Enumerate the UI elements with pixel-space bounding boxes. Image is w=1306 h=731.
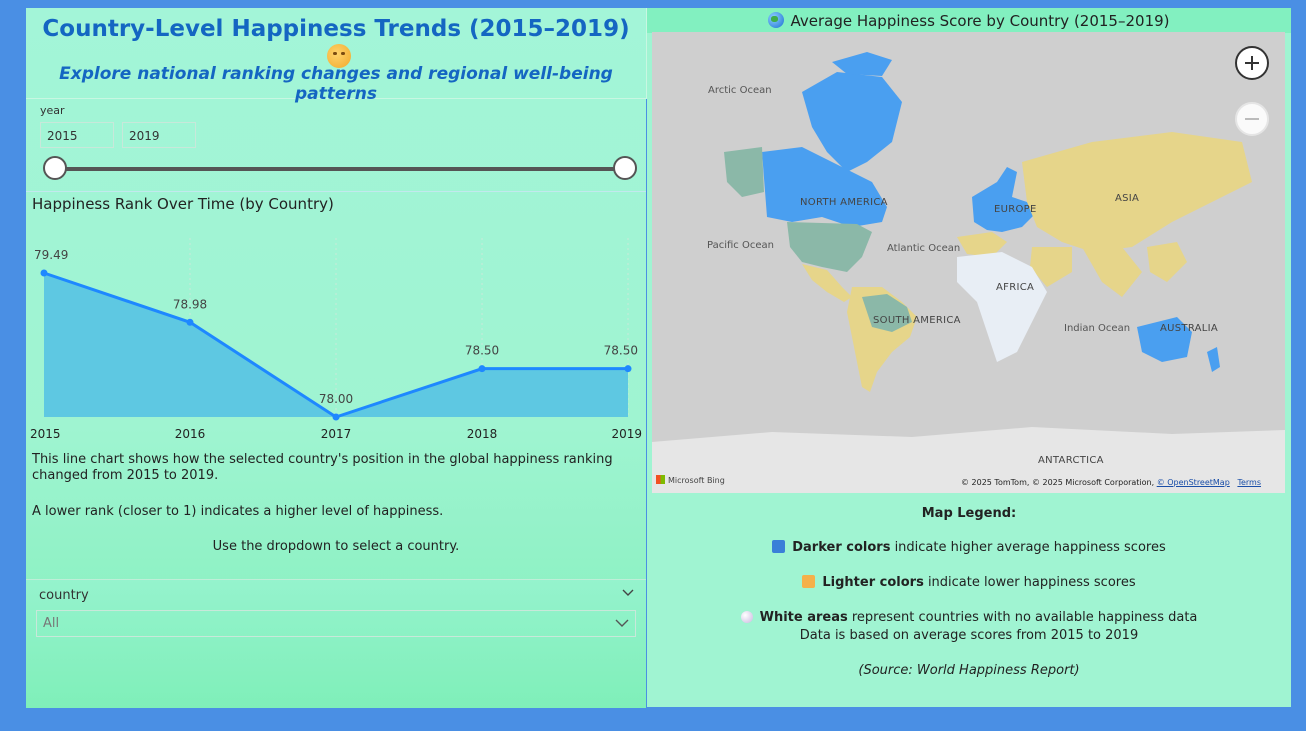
map-label-europe: EUROPE — [994, 204, 1037, 215]
dark-color-swatch — [772, 540, 786, 553]
left-panel: Country-Level Happiness Trends (2015–201… — [26, 8, 647, 708]
data-point[interactable] — [332, 413, 340, 421]
microsoft-bing-logo: Microsoft Bing — [656, 475, 725, 485]
country-dropdown[interactable]: All — [36, 610, 636, 637]
map-label-pacific: Pacific Ocean — [707, 240, 774, 251]
legend-white: White areas represent countries with no … — [647, 610, 1291, 625]
chart-description-1: This line chart shows how the selected c… — [32, 452, 613, 483]
map-label-atlantic: Atlantic Ocean — [887, 243, 961, 254]
year-end-input[interactable]: 2019 — [122, 122, 196, 148]
map-label-asia: ASIA — [1115, 193, 1140, 204]
canada-region — [762, 147, 887, 227]
antarctica-region — [652, 427, 1285, 493]
country-slicer-label: country — [39, 588, 89, 603]
data-label: 78.00 — [319, 392, 353, 406]
map-title-text: Average Happiness Score by Country (2015… — [790, 12, 1170, 30]
legend-white-text: represent countries with no available ha… — [847, 610, 1198, 625]
map-label-antarctica: ANTARCTICA — [1038, 455, 1104, 466]
data-label: 78.98 — [173, 297, 207, 311]
line-chart-title: Happiness Rank Over Time (by Country) — [32, 195, 334, 213]
chart-description-3: Use the dropdown to select a country. — [212, 539, 460, 554]
africa-region — [957, 252, 1047, 362]
legend-white-bold: White areas — [759, 610, 848, 625]
zoom-out-button[interactable] — [1235, 102, 1269, 136]
logo-text: Microsoft Bing — [668, 476, 725, 485]
terms-link[interactable]: Terms — [1237, 478, 1261, 487]
attribution-text: © 2025 TomTom, © 2025 Microsoft Corporat… — [960, 478, 1155, 487]
legend-light-text: indicate lower happiness scores — [923, 575, 1136, 590]
data-point[interactable] — [478, 365, 486, 373]
map-label-south-america: SOUTH AMERICA — [873, 315, 961, 326]
data-label: 78.50 — [465, 344, 499, 358]
x-tick-label: 2016 — [175, 427, 206, 441]
globe-icon — [768, 12, 785, 28]
filled-map[interactable]: Arctic Ocean Pacific Ocean Atlantic Ocea… — [652, 32, 1285, 493]
minus-icon — [1245, 118, 1259, 120]
openstreetmap-link[interactable]: © OpenStreetMap — [1156, 478, 1230, 487]
light-color-swatch — [802, 575, 816, 588]
x-tick-label: 2019 — [611, 427, 642, 441]
page-title-text: Country-Level Happiness Trends (2015–201… — [42, 16, 630, 42]
right-panel: Average Happiness Score by Country (2015… — [647, 8, 1291, 707]
map-attribution: © 2025 TomTom, © 2025 Microsoft Corporat… — [961, 478, 1261, 487]
year-slider-end-handle[interactable] — [613, 156, 637, 180]
area-fill — [44, 273, 628, 417]
data-point[interactable] — [624, 365, 632, 373]
year-slider-start-handle[interactable] — [43, 156, 67, 180]
legend-dark-text: indicate higher average happiness scores — [890, 540, 1166, 555]
white-dot-icon — [740, 611, 753, 623]
legend-light-bold: Lighter colors — [822, 575, 924, 590]
chevron-down-icon[interactable] — [622, 586, 634, 598]
page-subtitle: Explore national ranking changes and reg… — [59, 64, 613, 104]
smiling-face-icon — [327, 43, 351, 68]
usa-region — [787, 222, 872, 272]
europe-region — [972, 167, 1037, 232]
zoom-in-button[interactable] — [1235, 46, 1269, 80]
legend-source: (Source: World Happiness Report) — [858, 663, 1080, 678]
legend-title: Map Legend: — [921, 506, 1017, 521]
legend-dark: Darker colors indicate higher average ha… — [647, 540, 1291, 555]
x-tick-label: 2015 — [30, 427, 61, 441]
map-label-africa: AFRICA — [996, 282, 1035, 293]
legend-basis: Data is based on average scores from 201… — [799, 628, 1139, 643]
chevron-down-icon — [615, 619, 629, 627]
data-point[interactable] — [186, 318, 194, 326]
legend-dark-bold: Darker colors — [792, 540, 891, 555]
year-start-input[interactable]: 2015 — [40, 122, 114, 148]
map-label-indian: Indian Ocean — [1064, 323, 1131, 334]
map-label-arctic: Arctic Ocean — [708, 85, 772, 96]
year-slider-track[interactable] — [54, 167, 626, 171]
page-title: Country-Level Happiness Trends (2015–201… — [26, 16, 646, 68]
asia-region — [1022, 132, 1252, 252]
plus-icon — [1245, 56, 1259, 70]
map-label-north-america: NORTH AMERICA — [800, 197, 888, 208]
chart-description-2: A lower rank (closer to 1) indicates a h… — [32, 504, 444, 519]
country-slicer: country All — [26, 579, 646, 708]
data-label: 78.50 — [604, 344, 638, 358]
x-tick-label: 2017 — [321, 427, 352, 441]
data-point[interactable] — [40, 269, 48, 277]
divider — [26, 191, 646, 192]
happiness-rank-chart: 79.49 2015 78.98 2016 78.00 2017 78.50 2018 78.5… — [30, 238, 642, 441]
map-title: Average Happiness Score by Country (2015… — [647, 8, 1291, 33]
world-map — [652, 32, 1285, 493]
greenland-region — [802, 72, 902, 172]
legend-light: Lighter colors indicate lower happiness … — [647, 575, 1291, 590]
australia-region — [1137, 317, 1192, 362]
x-tick-label: 2018 — [467, 427, 498, 441]
map-label-australia: AUSTRALIA — [1160, 323, 1219, 334]
data-label: 79.49 — [34, 248, 68, 262]
year-slicer-label: year — [40, 104, 65, 117]
title-box: Country-Level Happiness Trends (2015–201… — [26, 8, 647, 104]
country-dropdown-value: All — [43, 616, 60, 631]
